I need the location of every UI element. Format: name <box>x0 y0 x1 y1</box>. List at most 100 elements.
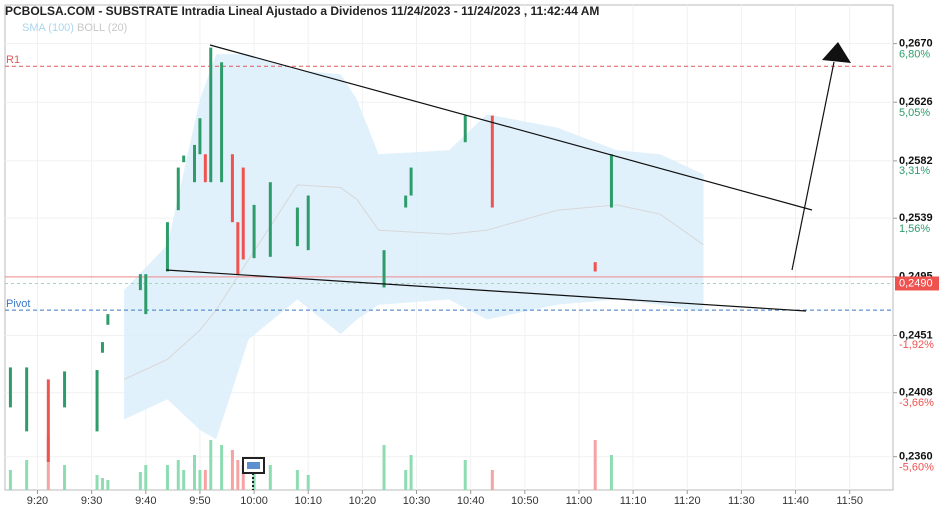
y-tick-label: 0,2626 <box>899 96 933 108</box>
candle <box>236 222 240 275</box>
candle <box>220 62 224 183</box>
last-price-box <box>895 276 939 291</box>
volume-bar <box>8 470 12 490</box>
x-tick-label: 10:00 <box>240 495 268 507</box>
volume-bar <box>252 470 256 490</box>
x-tick-label: 10:10 <box>294 495 322 507</box>
y-tick-label: 0,2670 <box>899 38 933 50</box>
candle <box>252 204 256 259</box>
x-tick-label: 11:30 <box>728 495 755 507</box>
x-tick-label: 11:10 <box>620 495 647 507</box>
x-tick-label: 10:20 <box>349 495 377 507</box>
candle <box>463 115 467 143</box>
volume-bar <box>203 470 207 490</box>
x-tick-label: 9:20 <box>27 495 48 507</box>
last-price-label: 0,2490 <box>899 277 933 289</box>
candle <box>100 342 104 353</box>
candle <box>382 250 386 288</box>
legend-item: BOLL (20) <box>77 22 127 34</box>
y2-tick-label: -3,66% <box>899 397 934 409</box>
y2-tick-label: 3,31% <box>899 165 930 177</box>
x-tick-label: 9:30 <box>81 495 102 507</box>
reference-label: R1 <box>6 54 20 66</box>
candle <box>404 195 408 208</box>
volume-bar <box>100 478 104 490</box>
volume-bar <box>490 470 494 490</box>
volume-bar <box>463 460 467 490</box>
x-tick-label: 11:00 <box>566 495 593 507</box>
candle <box>182 155 186 163</box>
y2-tick-label: 5,05% <box>899 107 930 119</box>
x-tick-label: 10:40 <box>457 495 485 507</box>
arrow-shaft <box>791 61 835 271</box>
data-layer <box>8 47 613 463</box>
chart-title: PCBOLSA.COM - SUBSTRATE Intradia Lineal … <box>5 4 599 18</box>
candle <box>144 274 148 315</box>
volume-bar <box>404 470 408 490</box>
candle <box>306 195 310 251</box>
icon-body[interactable] <box>247 462 260 469</box>
volume-bar <box>241 465 245 490</box>
x-tick-label: 11:20 <box>674 495 701 507</box>
volume-bar <box>165 465 169 490</box>
volume-bar <box>138 472 142 490</box>
volume-bar <box>382 445 386 490</box>
volume-bar <box>182 470 186 490</box>
trendline <box>209 44 813 211</box>
volume-bar <box>409 455 413 490</box>
y2-tick-label: -5,60% <box>899 462 934 474</box>
y2-tick-label: -1,92% <box>899 339 934 351</box>
candle <box>95 370 99 432</box>
y-tick-label: 0,2451 <box>899 329 933 341</box>
y2-tick-label: 1,56% <box>899 223 930 235</box>
volume-bar <box>295 470 299 490</box>
volume-bar <box>63 465 67 490</box>
volume-bar <box>220 445 224 490</box>
candle <box>230 154 234 223</box>
volume-bar <box>198 470 202 490</box>
volume-bar <box>46 435 50 490</box>
y2-tick-label: 6,80% <box>899 49 930 61</box>
y-tick-label: 0,2582 <box>899 155 933 167</box>
sma-line <box>123 184 704 380</box>
candle <box>193 144 197 183</box>
trendline <box>165 269 807 312</box>
volume-bar <box>306 475 310 490</box>
news-icon[interactable] <box>242 457 265 490</box>
candle <box>295 207 299 247</box>
reference-label: Pivot <box>6 298 30 310</box>
legend-item: SMA (100) <box>22 22 74 34</box>
volume-bar <box>236 460 240 490</box>
candle <box>198 118 202 155</box>
arrow-head <box>822 42 851 63</box>
candle <box>593 262 597 272</box>
volume-bar <box>268 465 272 490</box>
x-tick-label: 11:50 <box>836 495 863 507</box>
candle <box>241 167 245 260</box>
candle <box>490 115 494 208</box>
volume-bar <box>209 440 213 490</box>
background-layer <box>5 5 893 490</box>
x-tick-label: 10:50 <box>511 495 539 507</box>
volume-bar <box>25 460 29 490</box>
y-tick-label: 0,2360 <box>899 451 933 463</box>
candle <box>165 222 169 272</box>
x-tick-label: 10:30 <box>403 495 431 507</box>
candle <box>209 47 213 183</box>
candle <box>46 379 50 463</box>
bollinger-band <box>124 54 704 440</box>
candle <box>63 371 67 408</box>
candle <box>106 314 110 325</box>
volume-bar <box>95 475 99 490</box>
x-tick-label: 9:50 <box>189 495 210 507</box>
candle <box>138 274 142 291</box>
candle <box>268 182 272 257</box>
candle <box>609 154 613 208</box>
volume-bar <box>176 460 180 490</box>
candle <box>8 367 12 408</box>
volume-bar <box>593 440 597 490</box>
candle <box>409 167 413 196</box>
volume-bar <box>230 450 234 490</box>
volume-bar <box>193 455 197 490</box>
y-tick-label: 0,2539 <box>899 212 933 224</box>
